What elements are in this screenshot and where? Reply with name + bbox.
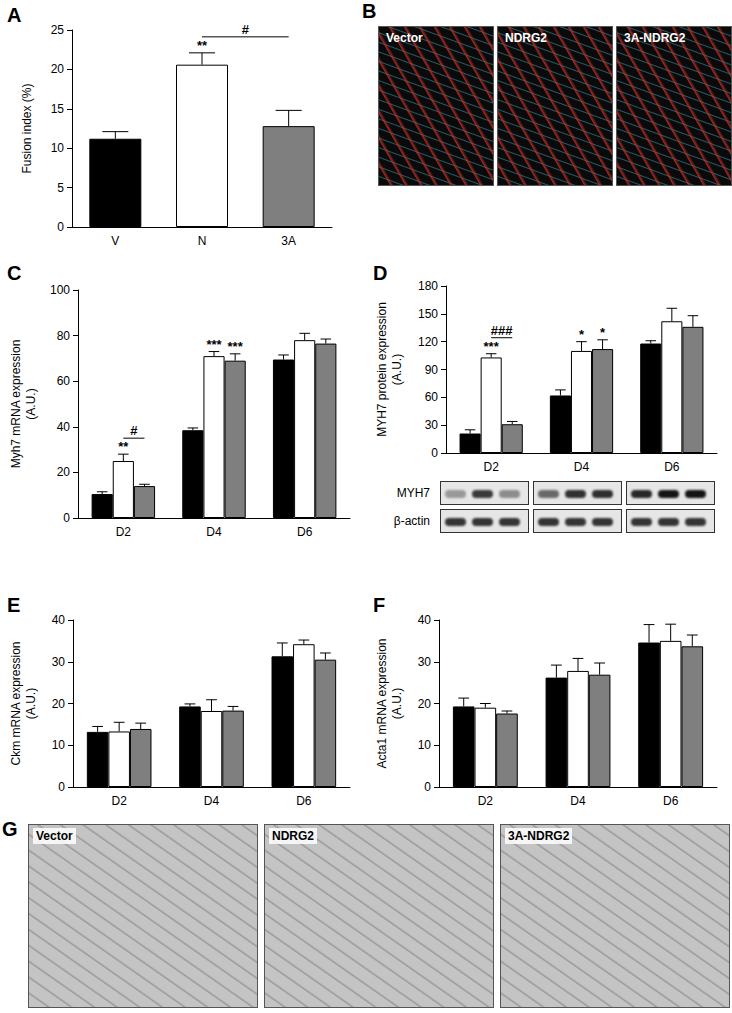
svg-text:10: 10 (52, 738, 66, 752)
svg-text:80: 80 (57, 329, 71, 343)
svg-text:***: *** (228, 339, 244, 354)
svg-text:C: C (7, 262, 21, 284)
svg-text:60: 60 (425, 390, 439, 404)
svg-text:40: 40 (57, 420, 71, 434)
svg-text:90: 90 (425, 363, 439, 377)
svg-text:40: 40 (52, 613, 66, 627)
svg-text:*: * (579, 327, 585, 342)
svg-text:0: 0 (431, 446, 438, 460)
svg-text:D6: D6 (297, 525, 313, 539)
svg-text:***: *** (206, 337, 222, 352)
svg-text:###: ### (491, 323, 513, 338)
svg-text:#: # (130, 423, 138, 438)
svg-text:5: 5 (57, 181, 64, 195)
svg-text:20: 20 (52, 697, 66, 711)
svg-text:D2: D2 (116, 525, 132, 539)
svg-text:Ckm mRNA expression: Ckm mRNA expression (9, 641, 23, 765)
svg-text:Myh7 mRNA expression: Myh7 mRNA expression (9, 340, 23, 469)
svg-text:Fusion index (%): Fusion index (%) (20, 83, 34, 173)
svg-text:D4: D4 (570, 794, 586, 808)
svg-text:E: E (7, 594, 20, 616)
html-text:MYH7: MYH7 (396, 486, 430, 500)
svg-text:20: 20 (418, 697, 432, 711)
svg-text:N: N (198, 234, 207, 248)
svg-text:**: ** (118, 439, 129, 454)
svg-text:***: *** (484, 339, 500, 354)
svg-text:0: 0 (58, 780, 65, 794)
svg-text:10: 10 (51, 141, 65, 155)
svg-text:D2: D2 (111, 794, 127, 808)
svg-text:3A: 3A (281, 234, 296, 248)
svg-text:D6: D6 (663, 794, 679, 808)
svg-text:F: F (373, 594, 385, 616)
svg-text:15: 15 (51, 102, 65, 116)
html-text:B: B (362, 0, 377, 22)
svg-text:D4: D4 (206, 525, 222, 539)
svg-text:30: 30 (418, 655, 432, 669)
svg-text:D6: D6 (296, 794, 312, 808)
svg-text:10: 10 (418, 738, 432, 752)
svg-text:(A.U.): (A.U.) (390, 354, 404, 385)
svg-text:100: 100 (50, 283, 70, 297)
svg-text:0: 0 (63, 511, 70, 525)
svg-text:150: 150 (418, 307, 438, 321)
svg-text:#: # (242, 22, 250, 37)
svg-text:**: ** (197, 38, 208, 53)
html-text:Vector: Vector (386, 31, 423, 45)
svg-text:120: 120 (418, 335, 438, 349)
svg-text:D2: D2 (483, 460, 499, 474)
html-text:β-actin: β-actin (393, 514, 430, 528)
svg-text:V: V (111, 234, 119, 248)
svg-text:D6: D6 (664, 460, 680, 474)
svg-text:30: 30 (52, 655, 66, 669)
html-text:Vector: Vector (36, 829, 73, 843)
svg-text:20: 20 (51, 62, 65, 76)
html-text:3A-NDRG2: 3A-NDRG2 (624, 31, 686, 45)
svg-text:(A.U.): (A.U.) (24, 688, 38, 719)
svg-text:0: 0 (57, 220, 64, 234)
svg-text:Acta1 mRNA expression: Acta1 mRNA expression (375, 638, 389, 768)
svg-text:180: 180 (418, 279, 438, 293)
html-text:3A-NDRG2: 3A-NDRG2 (508, 829, 570, 843)
svg-text:30: 30 (425, 418, 439, 432)
html-text:NDRG2: NDRG2 (272, 829, 314, 843)
svg-text:(A.U.): (A.U.) (390, 688, 404, 719)
svg-text:D4: D4 (574, 460, 590, 474)
svg-text:40: 40 (418, 613, 432, 627)
svg-text:60: 60 (57, 374, 71, 388)
svg-text:MYH7 protein expression: MYH7 protein expression (375, 302, 389, 437)
svg-text:25: 25 (51, 23, 65, 37)
svg-text:D4: D4 (204, 794, 220, 808)
svg-text:A: A (7, 4, 21, 26)
html-text:NDRG2: NDRG2 (505, 31, 547, 45)
svg-text:(A.U.): (A.U.) (24, 388, 38, 419)
svg-text:*: * (600, 325, 606, 340)
svg-text:D: D (373, 262, 387, 284)
html-text:G: G (2, 818, 18, 840)
svg-text:0: 0 (424, 780, 431, 794)
svg-text:D2: D2 (478, 794, 494, 808)
svg-text:20: 20 (57, 465, 71, 479)
